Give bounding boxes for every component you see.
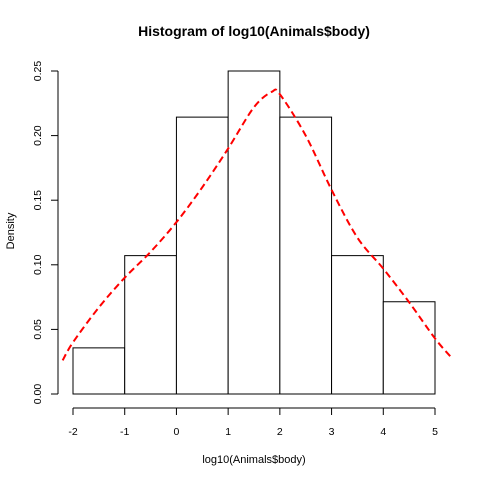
x-tick-label: 5 (432, 426, 438, 438)
chart-title: Histogram of log10(Animals$body) (138, 23, 370, 39)
histogram-bar-6 (382, 301, 436, 395)
y-axis: 0.00 0.05 0.10 0.15 0.20 0.25 (32, 61, 59, 405)
histogram-bars (72, 70, 436, 395)
x-tick-label: 2 (277, 426, 283, 438)
x-axis: -2 -1 0 1 2 3 4 5 (68, 407, 438, 438)
x-tick-label: 4 (380, 426, 386, 438)
y-tick-label: 0.10 (32, 254, 44, 275)
histogram-bar-2 (175, 116, 229, 395)
x-axis-label: log10(Animals$body) (202, 454, 305, 466)
y-tick-label: 0.20 (32, 125, 44, 146)
histogram-bar-3 (227, 70, 281, 395)
x-tick-label: 0 (174, 426, 180, 438)
y-tick-label: 0.00 (32, 384, 44, 405)
x-tick-label: 1 (225, 426, 231, 438)
y-tick-label: 0.15 (32, 190, 44, 211)
histogram-bar-0 (72, 347, 126, 395)
x-tick-label: 3 (329, 426, 335, 438)
y-tick-label: 0.25 (32, 61, 44, 82)
histogram-bar-1 (124, 255, 177, 395)
histogram-bar-4 (279, 116, 333, 395)
density-curve (61, 88, 452, 361)
x-tick-label: -1 (120, 426, 129, 438)
y-axis-label: Density (5, 212, 17, 249)
x-tick-label: -2 (68, 426, 77, 438)
histogram-bar-5 (331, 255, 384, 395)
y-tick-label: 0.05 (32, 319, 44, 340)
